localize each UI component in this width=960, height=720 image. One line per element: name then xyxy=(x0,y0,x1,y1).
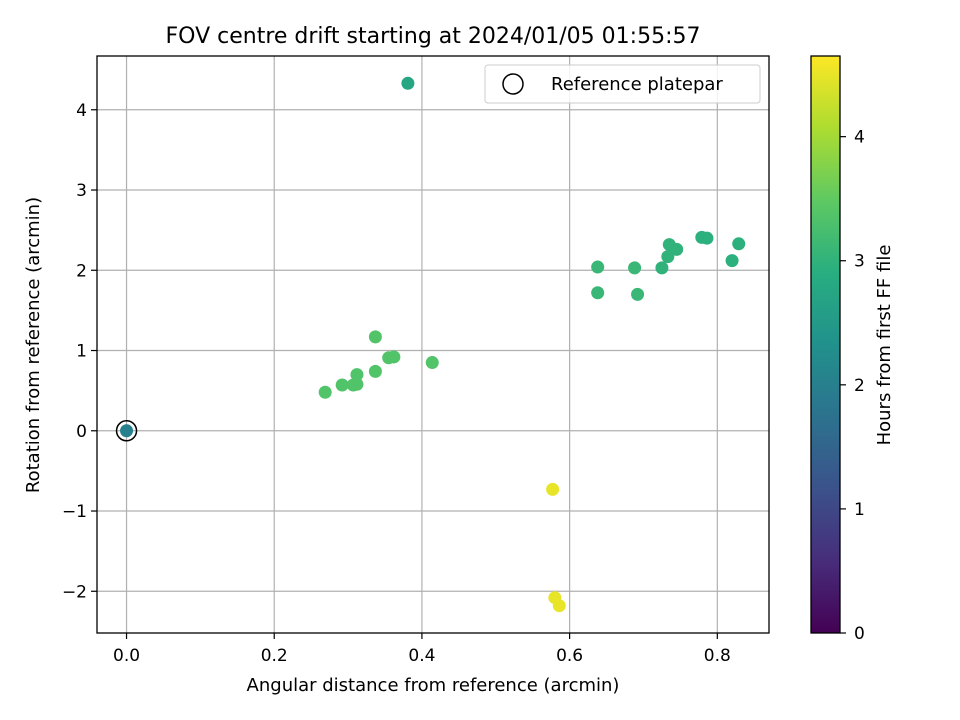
y-tick-label: −2 xyxy=(62,582,87,602)
reference-platepar-marker xyxy=(115,420,138,442)
y-tick-label: 0 xyxy=(76,422,87,442)
x-tick-label: 0.0 xyxy=(113,646,140,666)
x-tick-label: 0.2 xyxy=(261,646,288,666)
colorbar-tick-label: 1 xyxy=(854,500,865,520)
colorbar-ticks: 0 1 2 3 4 xyxy=(840,128,865,644)
legend-label: Reference platepar xyxy=(551,74,723,95)
chart-title: FOV centre drift starting at 2024/01/05 … xyxy=(166,24,701,49)
x-axis-label: Angular distance from reference (arcmin) xyxy=(247,675,620,696)
scatter-point xyxy=(318,385,332,399)
scatter-point xyxy=(368,330,382,344)
legend: Reference platepar xyxy=(484,64,761,104)
scatter-point xyxy=(401,76,415,90)
scatter-point xyxy=(631,287,645,301)
scatter-point xyxy=(655,261,669,275)
y-tick-label: 4 xyxy=(76,101,87,121)
scatter-point xyxy=(368,364,382,378)
y-tick-label: 3 xyxy=(76,181,87,201)
scatter-point xyxy=(700,231,714,245)
scatter-point xyxy=(732,237,746,251)
scatter-point xyxy=(670,242,684,256)
legend-reference-marker xyxy=(502,73,524,95)
y-tick-label: 1 xyxy=(76,342,87,362)
scatter-point xyxy=(350,377,364,391)
scatter-point xyxy=(387,350,401,364)
scatter-point xyxy=(628,261,642,275)
scatter-point xyxy=(335,378,349,392)
y-tick-label: 2 xyxy=(76,261,87,281)
colorbar: 0 1 2 3 4 Hours from first FF file xyxy=(810,55,895,644)
scatter-point xyxy=(591,260,605,274)
colorbar-tick-label: 4 xyxy=(854,128,865,148)
colorbar-gradient xyxy=(810,55,841,634)
legend-box xyxy=(484,64,761,104)
scatter-point xyxy=(591,286,605,300)
colorbar-tick-label: 2 xyxy=(854,376,865,396)
x-tick-label: 0.4 xyxy=(408,646,435,666)
colorbar-tick-label: 3 xyxy=(854,252,865,272)
colorbar-tick-label: 0 xyxy=(854,624,865,644)
colorbar-label: Hours from first FF file xyxy=(874,245,895,446)
x-tick-label: 0.8 xyxy=(704,646,731,666)
scatter-point xyxy=(661,250,675,264)
data-points xyxy=(115,76,746,613)
scatter-point xyxy=(350,368,364,382)
y-axis-label: Rotation from reference (arcmin) xyxy=(23,197,44,493)
y-axis-ticks: −2 −1 0 1 2 3 4 xyxy=(62,101,97,602)
grid-lines xyxy=(97,56,769,633)
scatter-point xyxy=(546,482,560,496)
scatter-point xyxy=(425,356,439,370)
y-tick-label: −1 xyxy=(62,502,87,522)
scatter-point xyxy=(552,599,566,613)
x-axis-ticks: 0.0 0.2 0.4 0.6 0.8 xyxy=(113,633,731,666)
plot-frame xyxy=(96,55,770,634)
x-tick-label: 0.6 xyxy=(556,646,583,666)
scatter-point xyxy=(725,254,739,268)
scatter-point xyxy=(120,424,134,438)
